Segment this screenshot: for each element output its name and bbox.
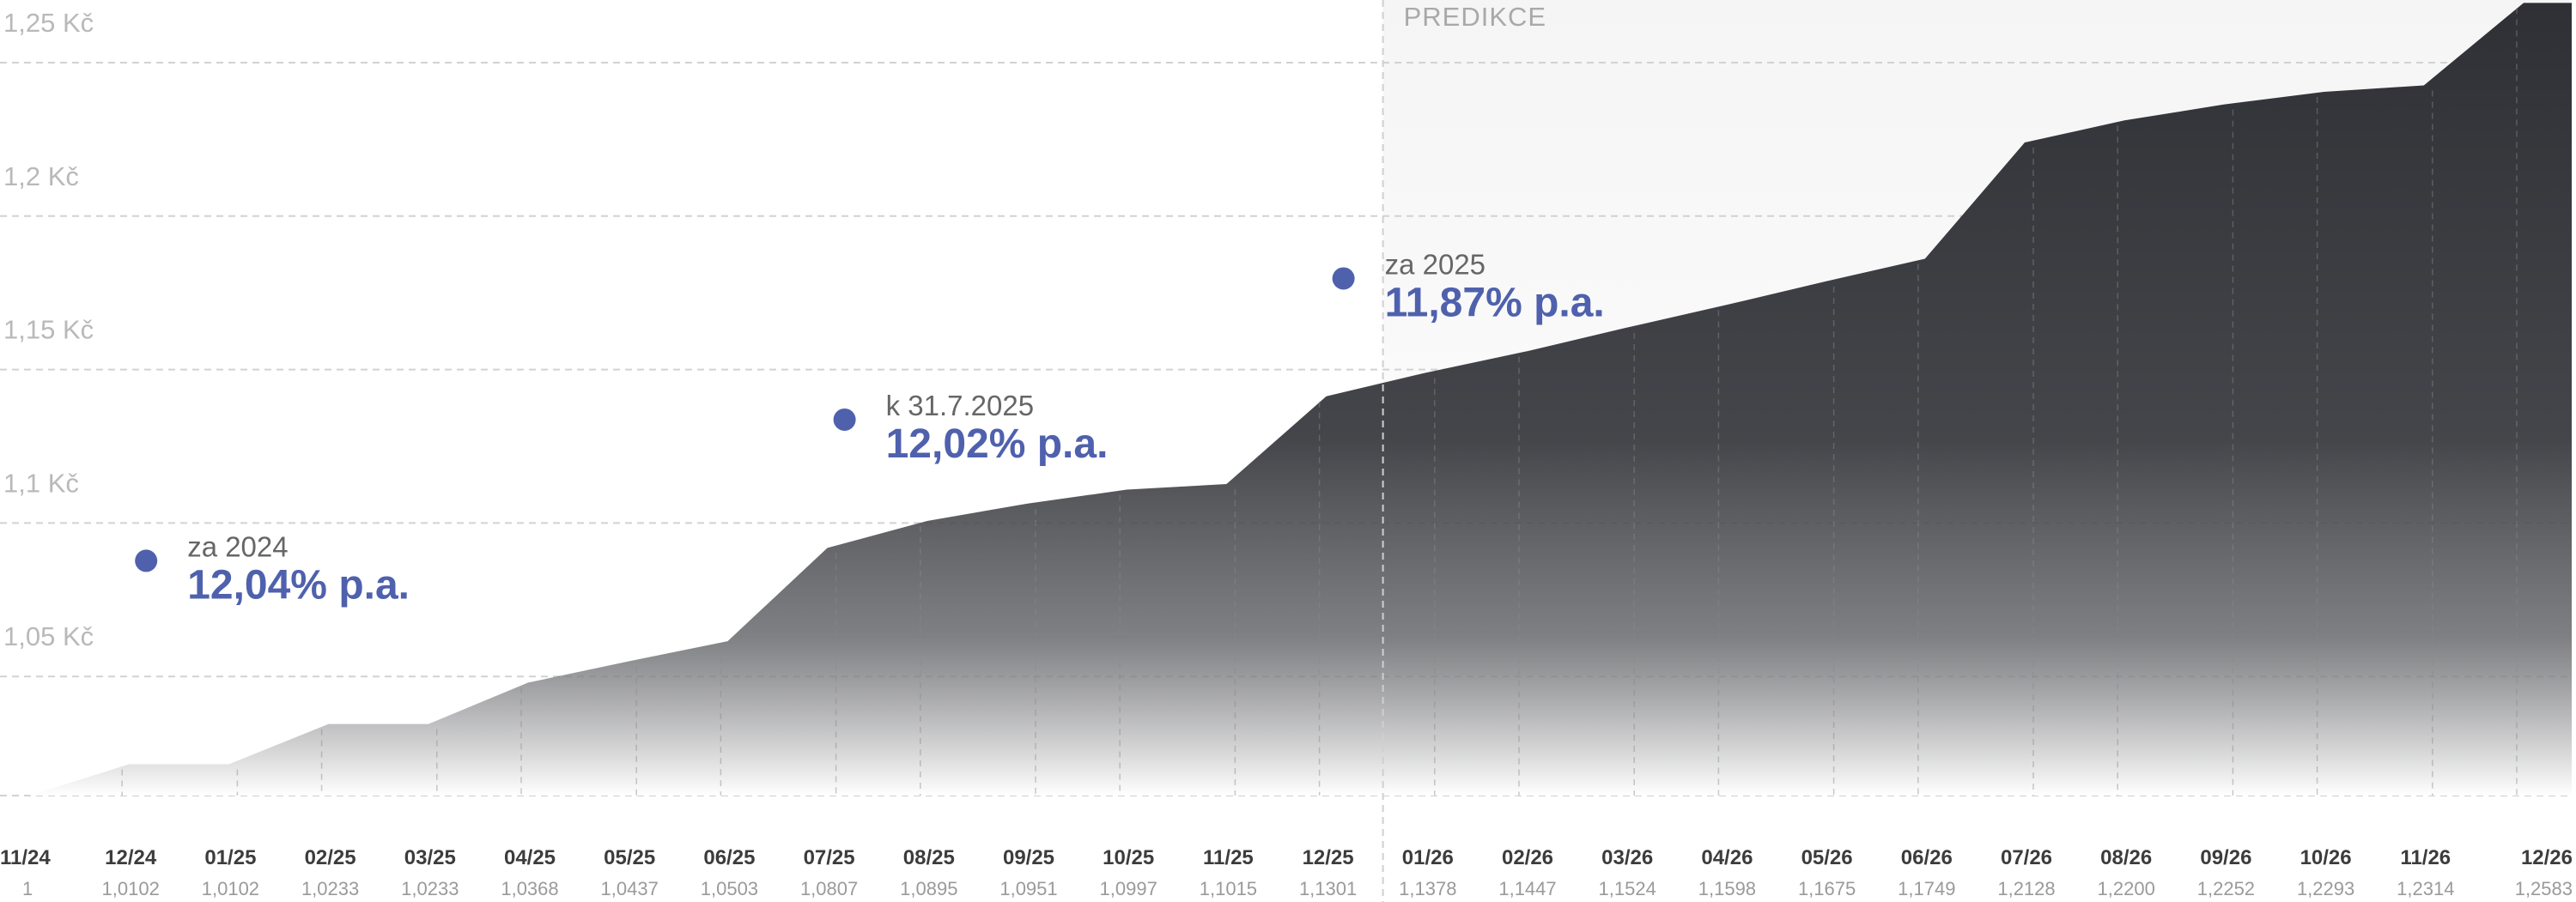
x-value-label: 1,1598	[1698, 878, 1756, 899]
y-tick-label: 1,2 Kč	[3, 161, 79, 191]
x-axis: 11/24 1 12/24 1,0102 01/25 1,0102 02/25 1,0233 0…	[0, 846, 2573, 899]
x-tick-label: 08/25	[903, 846, 955, 869]
x-value-label: 1,0951	[999, 878, 1057, 899]
x-value-label: 1,0895	[900, 878, 957, 899]
x-tick-label: 06/25	[703, 846, 755, 869]
x-tick-label: 10/26	[2300, 846, 2352, 869]
annotation-period: za 2025	[1385, 248, 1485, 280]
x-tick-label: 12/24	[105, 846, 157, 869]
x-tick-label: 05/26	[1801, 846, 1853, 869]
x-tick-label: 02/26	[1502, 846, 1553, 869]
annotation-rate: 12,02% p.a.	[886, 421, 1109, 467]
x-tick-label: 02/25	[305, 846, 356, 869]
annotation-rate: 11,87% p.a.	[1385, 280, 1605, 325]
x-value-label: 1,2314	[2397, 878, 2454, 899]
x-value-label: 1,2128	[1997, 878, 2055, 899]
y-axis: 1,05 Kč 1,1 Kč 1,15 Kč 1,2 Kč 1,25 Kč	[3, 8, 94, 651]
prediction-label: PREDIKCE	[1404, 2, 1546, 32]
x-value-label: 1,1675	[1798, 878, 1856, 899]
y-tick-label: 1,15 Kč	[3, 315, 94, 345]
x-tick-label: 08/26	[2100, 846, 2152, 869]
x-value-label: 1,2252	[2197, 878, 2255, 899]
vertical-grid	[121, 8, 2518, 796]
x-tick-label: 09/26	[2200, 846, 2251, 869]
annotation-rate: 12,04% p.a.	[187, 562, 410, 608]
x-tick-label: 07/25	[804, 846, 855, 869]
x-tick-label: 07/26	[2001, 846, 2052, 869]
annotation-period: k 31.7.2025	[886, 390, 1034, 421]
x-value-label: 1,0807	[800, 878, 858, 899]
x-value-label: 1,0368	[501, 878, 558, 899]
x-value-label: 1,1015	[1200, 878, 1257, 899]
x-value-label: 1,1524	[1599, 878, 1656, 899]
x-value-label: 1	[22, 878, 33, 899]
annotation-marker	[1332, 267, 1355, 290]
x-tick-label: 11/24	[0, 846, 51, 869]
x-tick-label: 10/25	[1103, 846, 1154, 869]
x-value-label: 1,0503	[701, 878, 758, 899]
x-value-label: 1,1301	[1299, 878, 1357, 899]
x-tick-label: 11/25	[1203, 846, 1254, 869]
x-value-label: 1,1447	[1498, 878, 1556, 899]
x-value-label: 1,0437	[601, 878, 659, 899]
y-tick-label: 1,05 Kč	[3, 621, 94, 651]
x-tick-label: 12/26	[2521, 846, 2573, 869]
annotation-period: za 2024	[187, 530, 288, 562]
x-tick-label: 01/25	[204, 846, 256, 869]
y-tick-label: 1,1 Kč	[3, 468, 79, 498]
annotation-marker	[135, 549, 158, 572]
x-tick-label: 03/25	[404, 846, 456, 869]
x-value-label: 1,0233	[401, 878, 459, 899]
x-tick-label: 04/26	[1701, 846, 1753, 869]
x-value-label: 1,2293	[2297, 878, 2354, 899]
area-series	[29, 3, 2572, 796]
x-value-label: 1,1749	[1898, 878, 1955, 899]
x-tick-label: 06/26	[1901, 846, 1953, 869]
annotation-marker	[833, 408, 856, 431]
x-value-label: 1,2200	[2098, 878, 2155, 899]
x-value-label: 1,0102	[102, 878, 160, 899]
x-tick-label: 04/25	[504, 846, 556, 869]
x-value-label: 1,0102	[202, 878, 259, 899]
x-value-label: 1,1378	[1399, 878, 1456, 899]
x-tick-label: 09/25	[1003, 846, 1054, 869]
x-tick-label: 03/26	[1601, 846, 1653, 869]
x-value-label: 1,0997	[1100, 878, 1157, 899]
x-tick-label: 12/25	[1303, 846, 1354, 869]
x-tick-label: 05/25	[604, 846, 655, 869]
x-tick-label: 11/26	[2400, 846, 2451, 869]
x-value-label: 1,0233	[301, 878, 359, 899]
y-tick-label: 1,25 Kč	[3, 8, 94, 38]
x-value-label: 1,2583	[2515, 878, 2573, 899]
x-tick-label: 01/26	[1402, 846, 1454, 869]
